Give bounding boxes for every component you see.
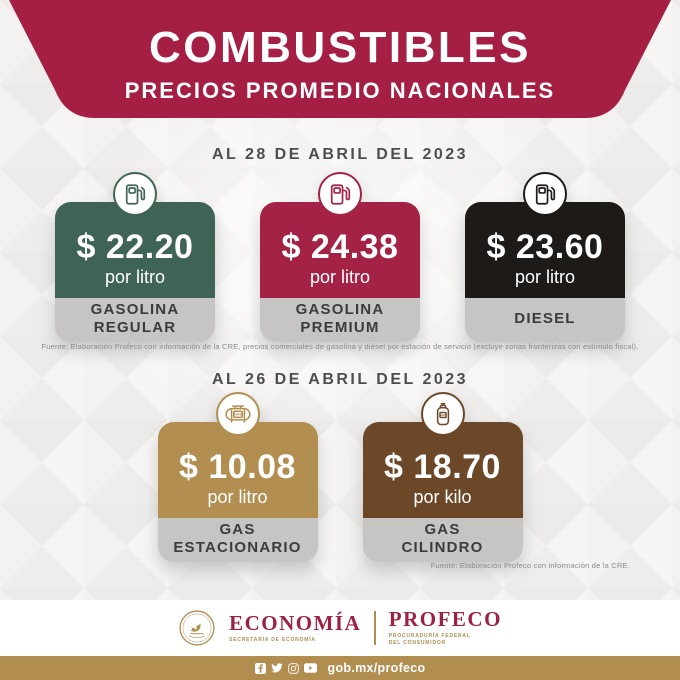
card-diesel: $ 23.60 por litro DIESEL	[465, 172, 625, 342]
profeco-brand: PROFECO PROCURADURÍA FEDERAL DEL CONSUMI…	[389, 609, 502, 647]
svg-text:GAS: GAS	[439, 413, 446, 417]
fuels-date: AL 28 DE ABRIL DEL 2023	[211, 146, 469, 163]
profeco-wordmark: PROFECO	[388, 607, 502, 631]
gas-cylinder-icon: GAS	[420, 392, 465, 436]
fuel-pump-icon	[113, 172, 157, 216]
youtube-icon[interactable]	[303, 663, 317, 673]
card-label-area: GAS CILINDRO	[362, 518, 523, 562]
gas-date: AL 26 DE ABRIL DEL 2023	[211, 371, 469, 388]
economia-wordmark: ECONOMÍA	[229, 610, 362, 635]
instagram-icon[interactable]	[287, 662, 299, 674]
card-gasolina-premium: $ 24.38 por litro GASOLINA PREMIUM	[260, 172, 420, 342]
card-label-area: DIESEL	[465, 298, 625, 342]
price-value: $ 10.08	[179, 448, 296, 486]
card-price-area: $ 10.08 por litro	[157, 422, 318, 518]
price-unit: por litro	[207, 487, 268, 507]
twitter-icon[interactable]	[270, 662, 283, 674]
gas-tank-glyph: GAS	[224, 405, 251, 423]
fuel-pump-glyph	[330, 183, 350, 205]
page-title: COMBUSTIBLES	[149, 23, 531, 72]
card-box: $ 24.38 por litro GASOLINA PREMIUM	[260, 202, 420, 342]
profeco-subtitle-line1: PROCURADURÍA FEDERAL	[388, 633, 471, 639]
card-label: PREMIUM	[300, 319, 380, 336]
fuel-cards-row: $ 22.20 por litro GASOLINA REGULAR	[0, 172, 680, 342]
card-label: ESTACIONARIO	[173, 539, 302, 556]
card-label: GAS	[424, 521, 461, 538]
fuel-pump-glyph	[535, 183, 555, 205]
card-label: GASOLINA	[90, 301, 180, 318]
card-box: $ 10.08 por litro GAS ESTACIONARIO	[157, 422, 318, 562]
fuel-pump-icon	[318, 172, 362, 216]
card-gasolina-regular: $ 22.20 por litro GASOLINA REGULAR	[55, 172, 215, 342]
card-label-area: GAS ESTACIONARIO	[157, 518, 318, 562]
card-price-area: $ 22.20 por litro	[55, 202, 215, 298]
footer-divider	[374, 611, 376, 645]
card-price-area: $ 18.70 por kilo	[362, 422, 523, 518]
price-value: $ 22.20	[76, 228, 194, 266]
profeco-subtitle: PROCURADURÍA FEDERAL DEL CONSUMIDOR	[389, 633, 471, 647]
fuel-pump-glyph	[125, 183, 145, 205]
banner-ribbon	[9, 0, 671, 118]
economia-subtitle: SECRETARÍA DE ECONOMÍA	[229, 636, 316, 643]
gas-tank-icon: GAS	[215, 392, 260, 436]
price-value: $ 18.70	[384, 448, 501, 486]
card-label-area: GASOLINA REGULAR	[55, 298, 215, 342]
price-value: $ 23.60	[486, 228, 604, 266]
card-label: CILINDRO	[401, 539, 484, 556]
header-banner: COMBUSTIBLES PRECIOS PROMEDIO NACIONALES	[0, 0, 680, 118]
svg-text:GAS: GAS	[234, 412, 242, 416]
card-gas-cilindro: GAS $ 18.70 por kilo GAS CILINDRO	[362, 392, 523, 562]
institutional-footer: ECONOMÍA SECRETARÍA DE ECONOMÍA PROFECO …	[0, 600, 680, 656]
economia-brand: ECONOMÍA SECRETARÍA DE ECONOMÍA	[229, 610, 362, 644]
card-price-area: $ 23.60 por litro	[465, 202, 625, 298]
card-box: $ 23.60 por litro DIESEL	[465, 202, 625, 342]
fuels-source-note: Fuente: Elaboración Profeco con informac…	[41, 342, 639, 351]
banner-shape	[9, 0, 671, 118]
profeco-subtitle-line2: DEL CONSUMIDOR	[388, 640, 446, 646]
gas-cards-row: GAS $ 10.08 por litro GAS ESTACIONARIO	[0, 392, 680, 562]
price-unit: por kilo	[413, 487, 472, 507]
mexico-eagle-seal-icon	[179, 610, 215, 646]
card-label: GASOLINA	[295, 301, 385, 318]
card-label: REGULAR	[93, 319, 177, 336]
price-unit: por litro	[514, 267, 576, 287]
card-box: $ 22.20 por litro GASOLINA REGULAR	[55, 202, 215, 342]
gas-cylinder-glyph: GAS	[436, 402, 449, 426]
card-gas-estacionario: GAS $ 10.08 por litro GAS ESTACIONARIO	[157, 392, 318, 562]
card-price-area: $ 24.38 por litro	[260, 202, 420, 298]
card-label: DIESEL	[514, 310, 576, 327]
facebook-icon[interactable]	[254, 662, 266, 674]
price-unit: por litro	[104, 267, 166, 287]
card-box: $ 18.70 por kilo GAS CILINDRO	[362, 422, 523, 562]
bottom-bar: gob.mx/profeco	[0, 656, 680, 680]
price-unit: por litro	[309, 267, 371, 287]
page-subtitle: PRECIOS PROMEDIO NACIONALES	[124, 78, 556, 103]
card-label-area: GASOLINA PREMIUM	[260, 298, 420, 342]
profeco-url[interactable]: gob.mx/profeco	[327, 661, 426, 675]
price-value: $ 24.38	[281, 228, 399, 266]
gas-source-note: Fuente: Elaboración Profeco con informac…	[430, 561, 630, 570]
card-label: GAS	[219, 521, 256, 538]
fuel-pump-icon	[523, 172, 567, 216]
